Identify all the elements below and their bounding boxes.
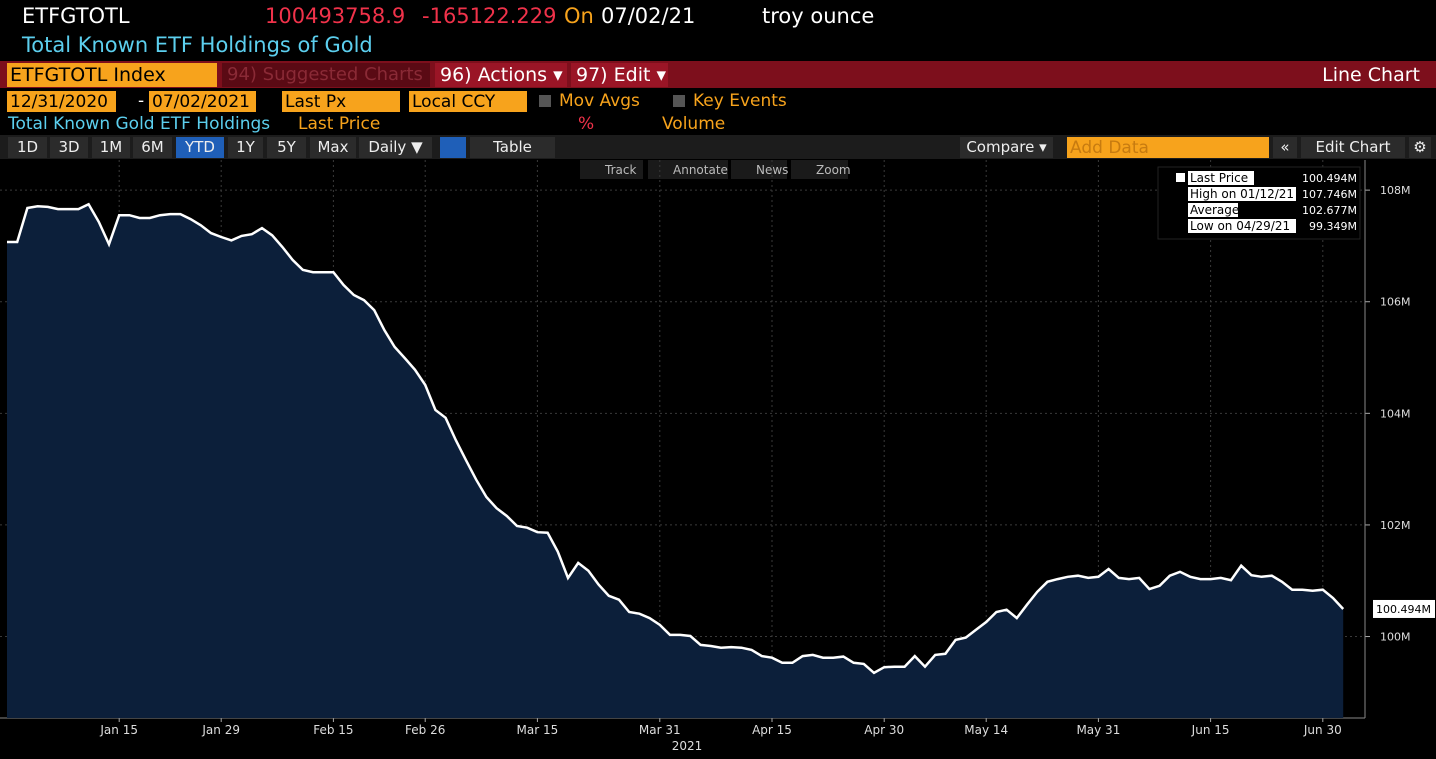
y-tick-label: 104M — [1380, 407, 1411, 420]
settings[interactable]: ⚙ — [1409, 137, 1431, 158]
period-button[interactable]: 1Y — [228, 137, 263, 158]
legend-value: 107.746M — [1302, 188, 1357, 201]
y-tick-label: 102M — [1380, 519, 1411, 532]
price: 100493758.9 — [265, 4, 406, 28]
x-tick-label: Mar 31 — [639, 723, 681, 737]
period-button[interactable]: YTD — [176, 137, 224, 158]
last-value-label: 100.494M — [1376, 603, 1431, 616]
x-tick-label: May 31 — [1076, 723, 1120, 737]
period-button[interactable]: 1D — [8, 137, 47, 158]
ticker: ETFGTOTL — [22, 4, 130, 28]
unit: troy ounce — [762, 4, 875, 28]
x-tick-label: Feb 26 — [405, 723, 445, 737]
period-button[interactable]: 3D — [50, 137, 88, 158]
add-data[interactable]: Add Data — [1067, 137, 1269, 158]
security-name: Total Known ETF Holdings of Gold — [22, 33, 373, 57]
chart-tool-bg — [791, 160, 848, 179]
x-tick-label: Jan 29 — [201, 723, 240, 737]
date-dash: - — [138, 91, 145, 111]
legend-label-bg — [1188, 171, 1254, 185]
start-date[interactable]: 12/31/2020 — [7, 91, 116, 112]
chart-type: Line Chart — [1322, 64, 1420, 86]
legend-swatch — [1176, 173, 1185, 182]
chart-icon[interactable] — [440, 137, 466, 158]
line — [7, 202, 1345, 675]
compare-button[interactable]: Compare ▾ — [960, 137, 1053, 158]
table-button[interactable]: Table — [470, 137, 555, 158]
security-field[interactable]: ETFGTOTL Index — [7, 63, 217, 87]
actions-menu[interactable]: 96) Actions ▾ — [435, 63, 567, 87]
edit-chart[interactable]: Edit Chart — [1301, 137, 1405, 158]
last-price-label: Last Price — [298, 114, 381, 134]
mov-avgs-checkbox[interactable] — [539, 95, 551, 107]
chart: Track Annotate News Zoom100M102M104M106M108… — [0, 160, 1435, 753]
legend-value: 99.349M — [1309, 220, 1357, 233]
x-tick-label: Jan 15 — [99, 723, 138, 737]
period-button[interactable]: Max — [310, 137, 356, 158]
volume-label: Volume — [662, 114, 726, 134]
legend-label-bg — [1188, 203, 1238, 217]
legend-value: 100.494M — [1302, 172, 1357, 185]
x-tick-label: May 14 — [964, 723, 1008, 737]
last-value-flag — [1373, 599, 1435, 618]
on-label: On — [564, 4, 594, 28]
legend-label: Low on 04/29/21 — [1190, 219, 1290, 233]
x-tick-label: Apr 15 — [752, 723, 792, 737]
legend-value: 102.677M — [1302, 204, 1357, 217]
date: 07/02/21 — [601, 4, 696, 28]
legend-label: High on 01/12/21 — [1190, 187, 1294, 201]
chart-tool-bg — [580, 160, 643, 179]
period-button[interactable]: 5Y — [267, 137, 306, 158]
pct-label: % — [578, 114, 595, 134]
period-button[interactable]: 1M — [92, 137, 130, 158]
series-name: Total Known Gold ETF Holdings — [8, 114, 271, 134]
x-year-label: 2021 — [672, 739, 703, 753]
y-tick-label: 106M — [1380, 296, 1411, 309]
x-tick-label: Jun 15 — [1191, 723, 1230, 737]
x-tick-label: Apr 30 — [864, 723, 904, 737]
change: -165122.229 — [422, 4, 557, 28]
chart-tool-bg — [731, 160, 787, 179]
mov-avgs-label: Mov Avgs — [559, 91, 640, 111]
x-tick-label: Mar 15 — [517, 723, 559, 737]
y-tick-label: 108M — [1380, 184, 1411, 197]
legend-label-bg — [1188, 219, 1296, 233]
chart-tool-bg — [648, 160, 728, 179]
edit-menu[interactable]: 97) Edit ▾ — [571, 63, 668, 87]
collapse[interactable]: « — [1273, 137, 1297, 158]
legend: Last Price 100.494M High on 01/12/21 107.74… — [1157, 166, 1361, 240]
legend-label: Last Price — [1190, 171, 1248, 185]
end-date[interactable]: 07/02/2021 — [149, 91, 256, 112]
field-select[interactable]: Last Px — [282, 91, 400, 112]
chart-tool: Zoom — [816, 163, 851, 177]
currency-select[interactable]: Local CCY — [409, 91, 527, 112]
legend-label-bg — [1188, 187, 1296, 201]
frequency[interactable]: Daily ▼ — [359, 137, 432, 158]
x-tick-label: Jun 30 — [1303, 723, 1342, 737]
area-fill — [7, 204, 1344, 719]
chart-tool: Annotate — [673, 163, 728, 177]
legend-label: Average — [1190, 203, 1239, 217]
key-events-checkbox[interactable] — [673, 95, 685, 107]
suggested-charts[interactable]: 94) Suggested Charts — [222, 63, 430, 87]
y-tick-label: 100M — [1380, 631, 1411, 644]
chart-tool: Track — [604, 163, 636, 177]
key-events-label: Key Events — [693, 91, 787, 111]
x-tick-label: Feb 15 — [313, 723, 353, 737]
period-button[interactable]: 6M — [133, 137, 172, 158]
